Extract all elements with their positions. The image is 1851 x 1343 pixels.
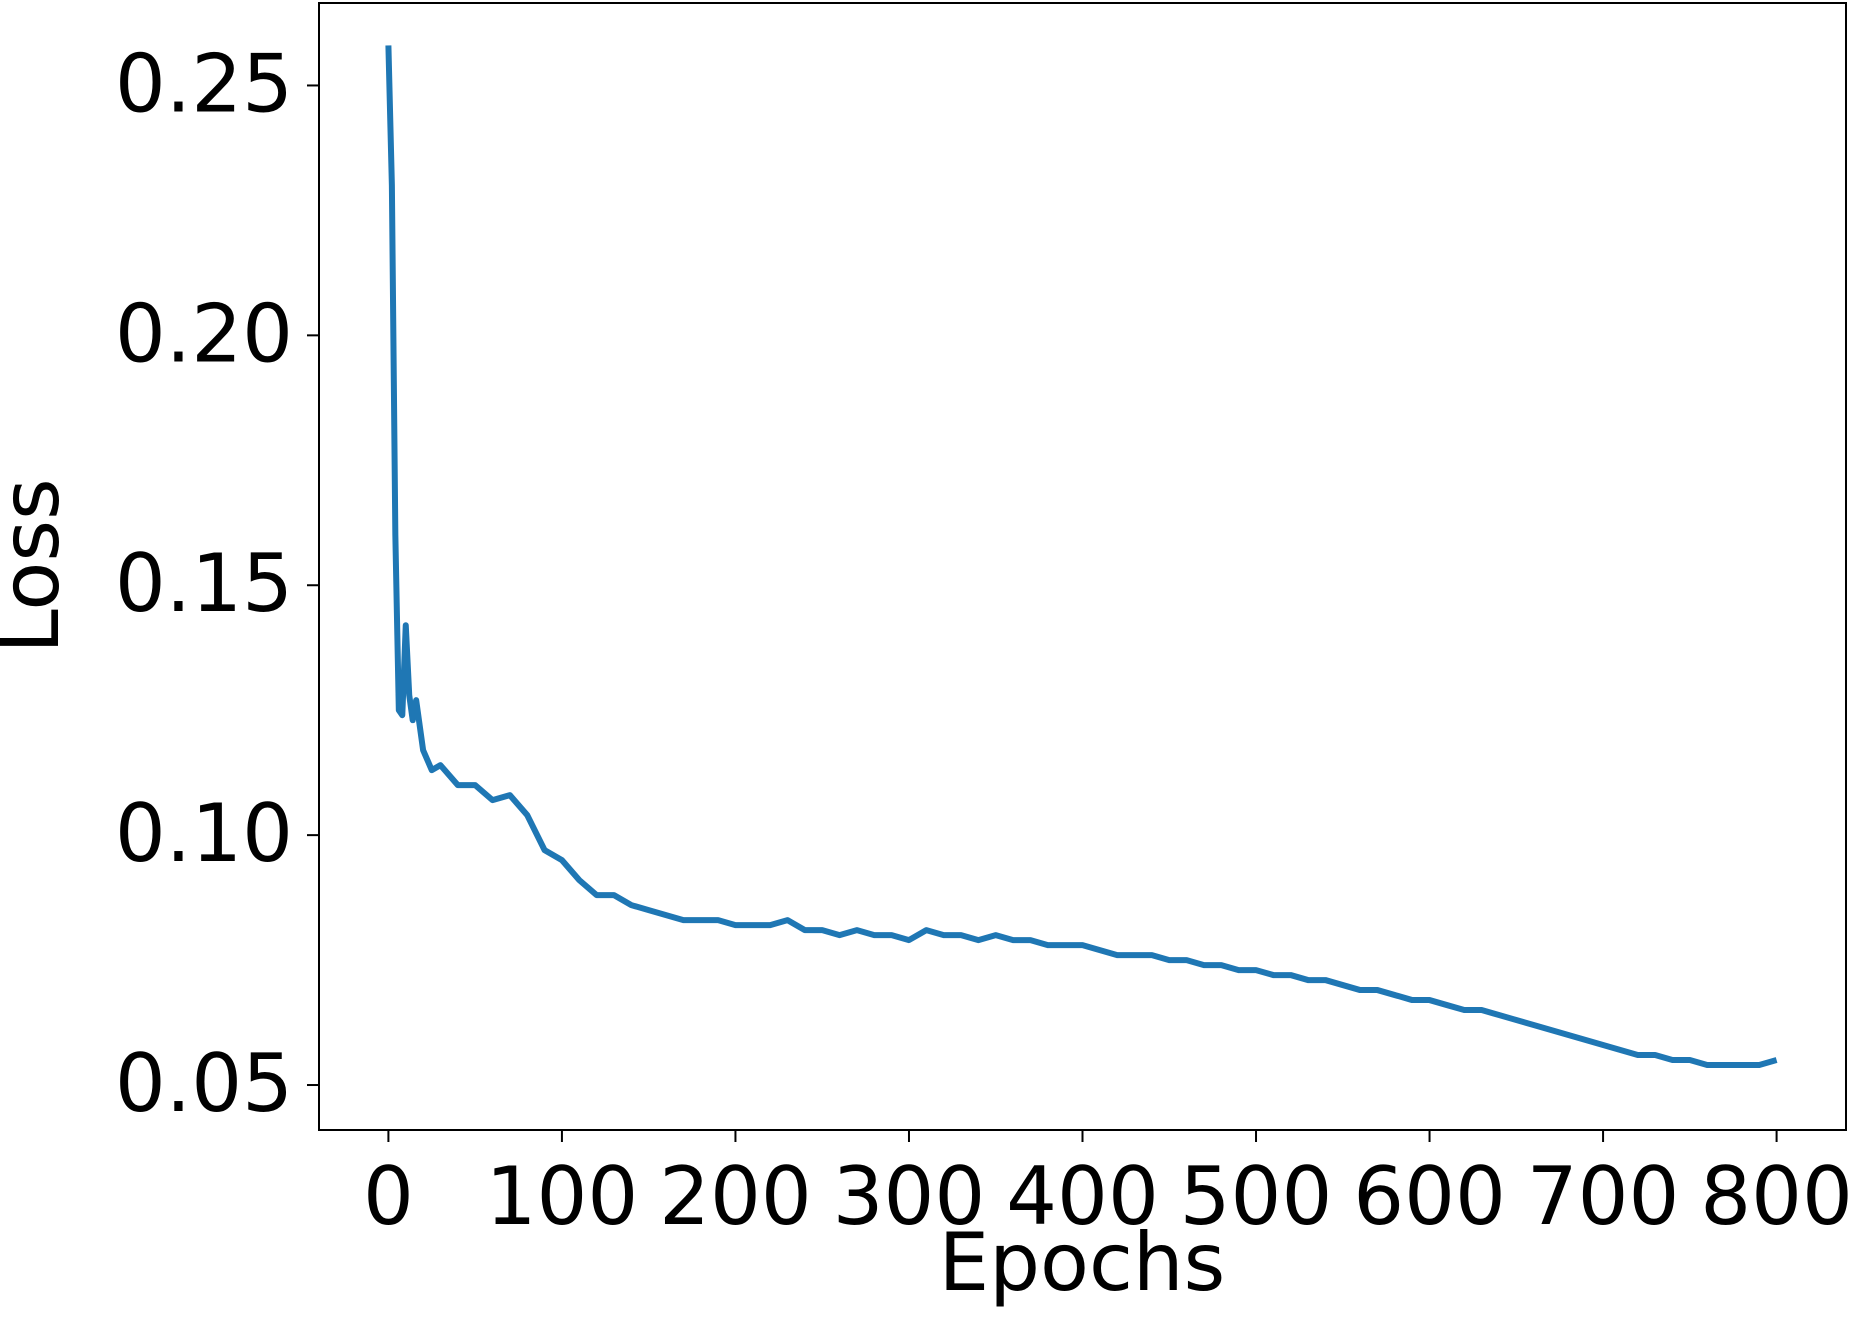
x-tick-label: 200 <box>659 1150 812 1243</box>
y-tick-label: 0.20 <box>115 287 293 380</box>
x-axis-label: Epochs <box>939 1216 1226 1309</box>
y-axis-label: Loss <box>0 478 77 653</box>
x-tick-label: 700 <box>1527 1150 1680 1243</box>
x-tick-label: 0 <box>363 1150 414 1243</box>
x-tick-label: 400 <box>1006 1150 1159 1243</box>
x-tick-label: 800 <box>1700 1150 1851 1243</box>
axes-frame <box>318 2 1847 1131</box>
y-tick-label: 0.15 <box>115 537 293 630</box>
x-tick-label: 500 <box>1180 1150 1333 1243</box>
y-tick-label: 0.25 <box>115 37 293 130</box>
x-tick-label: 600 <box>1353 1150 1506 1243</box>
loss-line <box>385 45 1778 1069</box>
x-tick-label: 300 <box>833 1150 986 1243</box>
x-tick-label: 100 <box>486 1150 639 1243</box>
y-tick-label: 0.05 <box>115 1037 293 1130</box>
y-tick-label: 0.10 <box>115 787 293 880</box>
